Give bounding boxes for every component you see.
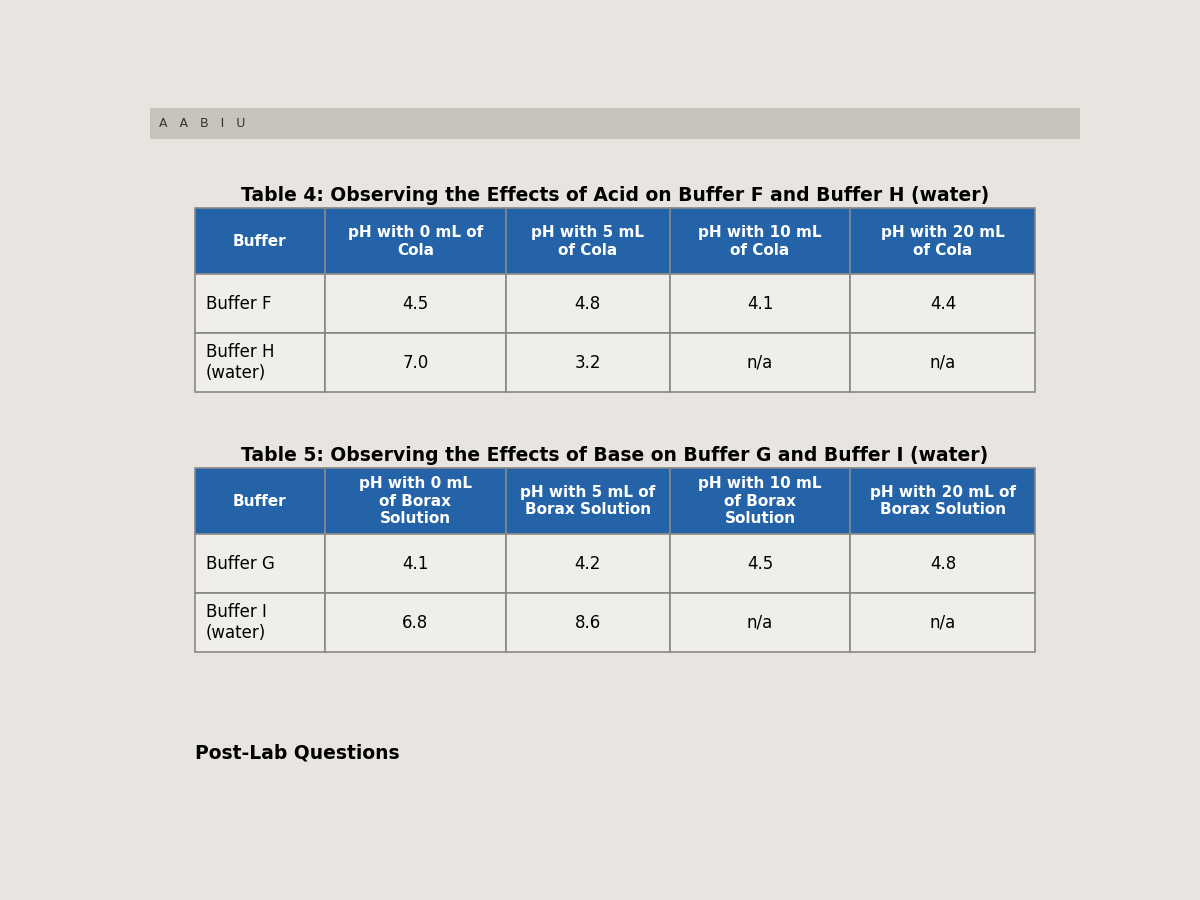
Text: 4.1: 4.1 — [402, 554, 428, 572]
Text: 4.5: 4.5 — [402, 295, 428, 313]
Bar — [325, 535, 505, 593]
Text: 4.2: 4.2 — [575, 554, 601, 572]
Bar — [670, 593, 851, 652]
Text: pH with 0 mL of
Cola: pH with 0 mL of Cola — [348, 225, 482, 257]
Text: pH with 10 mL
of Cola: pH with 10 mL of Cola — [698, 225, 822, 257]
Text: Table 5: Observing the Effects of Base on Buffer G and Buffer I (water): Table 5: Observing the Effects of Base o… — [241, 446, 989, 465]
Bar — [194, 209, 325, 274]
Bar — [505, 535, 670, 593]
Bar — [505, 468, 670, 535]
Text: pH with 20 mL of
Borax Solution: pH with 20 mL of Borax Solution — [870, 485, 1016, 518]
Text: 8.6: 8.6 — [575, 614, 601, 632]
Bar — [194, 468, 325, 535]
Text: pH with 0 mL
of Borax
Solution: pH with 0 mL of Borax Solution — [359, 476, 472, 526]
Text: n/a: n/a — [930, 614, 956, 632]
Bar — [194, 274, 325, 333]
Bar — [670, 535, 851, 593]
Bar — [194, 333, 325, 392]
Bar — [851, 468, 1036, 535]
Text: 4.1: 4.1 — [746, 295, 773, 313]
Bar — [505, 593, 670, 652]
Text: 6.8: 6.8 — [402, 614, 428, 632]
Bar — [505, 274, 670, 333]
Bar — [325, 333, 505, 392]
Text: Buffer: Buffer — [233, 234, 287, 249]
Bar — [325, 209, 505, 274]
Bar — [194, 593, 325, 652]
Bar — [851, 333, 1036, 392]
Bar — [505, 209, 670, 274]
Text: 4.5: 4.5 — [746, 554, 773, 572]
Text: Buffer G: Buffer G — [206, 554, 275, 572]
Bar — [325, 468, 505, 535]
Text: pH with 5 mL of
Borax Solution: pH with 5 mL of Borax Solution — [520, 485, 655, 518]
Text: Post-Lab Questions: Post-Lab Questions — [194, 744, 400, 763]
Text: 7.0: 7.0 — [402, 354, 428, 372]
Text: n/a: n/a — [746, 354, 773, 372]
Text: Buffer F: Buffer F — [206, 295, 271, 313]
Text: 4.4: 4.4 — [930, 295, 956, 313]
Text: pH with 5 mL
of Cola: pH with 5 mL of Cola — [532, 225, 644, 257]
Bar — [851, 535, 1036, 593]
Text: n/a: n/a — [930, 354, 956, 372]
Bar — [851, 209, 1036, 274]
Bar — [150, 108, 1080, 140]
Bar — [670, 468, 851, 535]
Text: pH with 10 mL
of Borax
Solution: pH with 10 mL of Borax Solution — [698, 476, 822, 526]
Text: Buffer: Buffer — [233, 494, 287, 508]
Text: 4.8: 4.8 — [575, 295, 601, 313]
Bar — [670, 209, 851, 274]
Text: Buffer H
(water): Buffer H (water) — [206, 343, 275, 382]
Text: A   A   B   I   U: A A B I U — [160, 117, 246, 130]
Bar — [505, 333, 670, 392]
Text: pH with 20 mL
of Cola: pH with 20 mL of Cola — [881, 225, 1004, 257]
Bar — [194, 535, 325, 593]
Bar — [325, 593, 505, 652]
Text: Buffer I
(water): Buffer I (water) — [206, 603, 266, 642]
Bar — [670, 274, 851, 333]
Bar — [851, 274, 1036, 333]
Text: 3.2: 3.2 — [575, 354, 601, 372]
Bar — [670, 333, 851, 392]
Bar — [851, 593, 1036, 652]
Bar — [325, 274, 505, 333]
Text: 4.8: 4.8 — [930, 554, 956, 572]
Text: Table 4: Observing the Effects of Acid on Buffer F and Buffer H (water): Table 4: Observing the Effects of Acid o… — [241, 186, 989, 205]
Text: n/a: n/a — [746, 614, 773, 632]
